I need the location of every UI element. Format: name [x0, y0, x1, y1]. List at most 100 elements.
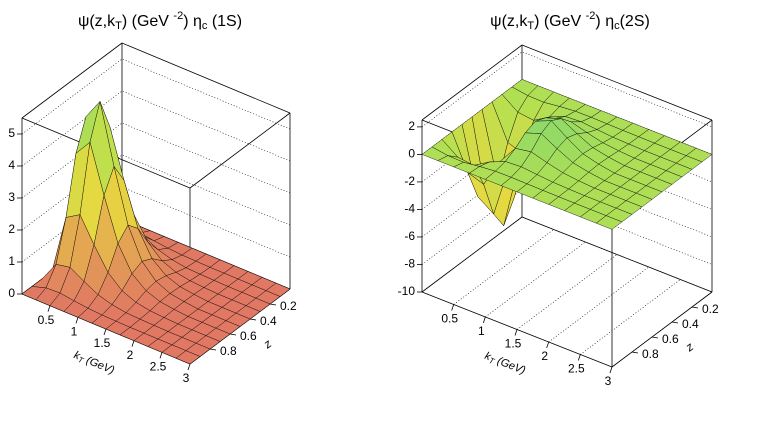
z-tick-label: 3: [8, 190, 15, 204]
x-tick-label: 2.5: [150, 360, 167, 374]
z-tick-label: 4: [8, 158, 15, 172]
z-tick-label: -10: [398, 284, 416, 298]
grid-line: [21, 154, 291, 231]
title-part: -2: [586, 10, 596, 22]
x-tick: [514, 329, 518, 336]
title-part: T: [115, 20, 122, 32]
y-tick: [671, 321, 679, 324]
x-tick: [451, 304, 455, 311]
y-axis-label: z: [260, 336, 274, 351]
x-axis-label: kT (GeV): [72, 349, 117, 378]
x-tick: [103, 328, 107, 336]
x-tick-label: 1: [478, 324, 485, 338]
z-tick-label: 0: [408, 147, 415, 161]
y-tick-label: 0.8: [642, 347, 659, 361]
grid-line: [421, 189, 713, 265]
y-tick: [249, 318, 257, 321]
grid-line: [21, 58, 291, 135]
z-tick-label: -6: [404, 229, 415, 243]
x-label-part: k: [483, 350, 493, 363]
y-tick-label: 0.2: [280, 299, 297, 313]
x-tick: [47, 305, 51, 312]
y-tick: [651, 336, 659, 339]
x-tick: [609, 366, 613, 374]
x-label-part: T: [488, 356, 497, 367]
chart-title: ψ(z,kT) (GeV -2) ηc(2S): [490, 10, 650, 32]
x-tick-label: 1: [71, 325, 78, 339]
z-tick-label: -2: [404, 174, 415, 188]
surface-cell: [175, 350, 201, 365]
title-part: ψ(z,k: [490, 13, 528, 30]
y-tick: [691, 306, 699, 309]
grid-line: [421, 161, 713, 238]
x-tick: [546, 341, 550, 349]
title-part: (1S): [207, 13, 242, 30]
y-tick: [269, 303, 277, 306]
y-axis-label: z: [682, 339, 696, 354]
title-part: -2: [173, 10, 183, 22]
y-tick: [229, 333, 237, 336]
grid-line: [516, 254, 618, 330]
y-tick: [631, 351, 639, 354]
x-label-part: k: [72, 349, 82, 362]
z-tick-label: 2: [408, 119, 415, 133]
box-edge: [611, 291, 713, 368]
y-tick: [209, 348, 217, 351]
x-tick-label: 2: [541, 349, 548, 363]
y-tick-label: 0.4: [260, 314, 277, 328]
x-tick-label: 0.5: [441, 312, 458, 326]
y-tick-label: 0.6: [240, 329, 257, 343]
title-part: ) η: [183, 13, 202, 30]
y-tick-label: 0.6: [662, 332, 679, 346]
y-tick-label: 0.8: [220, 344, 237, 358]
x-axis-label: kT (GeV): [482, 350, 527, 378]
z-tick-label: 2: [8, 222, 15, 236]
x-tick-label: 2: [127, 348, 134, 362]
y-tick-label: 0.4: [682, 317, 699, 331]
x-tick: [577, 354, 581, 361]
box-edge: [521, 44, 713, 121]
chart-title: ψ(z,kT) (GeV -2) ηc (1S): [78, 10, 242, 32]
z-tick-label: 1: [8, 254, 15, 268]
x-tick-label: 3: [605, 374, 612, 388]
title-part: ψ(z,k: [78, 13, 116, 30]
x-tick: [187, 363, 191, 371]
surface-cell: [595, 215, 623, 230]
grid-line: [485, 241, 586, 318]
x-tick-label: 1.5: [94, 336, 111, 350]
x-tick-label: 1.5: [505, 337, 522, 351]
x-label-part: T: [77, 355, 86, 366]
z-tick-label: 0: [8, 286, 15, 300]
grid-line: [421, 51, 713, 128]
grid-line: [548, 266, 649, 343]
title-part: ) (GeV: [534, 13, 586, 30]
x-tick: [131, 340, 135, 347]
x-tick-label: 2.5: [568, 362, 585, 376]
y-tick-label: 0.2: [702, 302, 719, 316]
grid-line: [453, 229, 554, 305]
box-edge: [121, 42, 291, 114]
x-label-part: (GeV): [82, 353, 117, 377]
title-part: ) (GeV: [122, 13, 174, 30]
x-tick: [159, 352, 163, 359]
title-part: c: [614, 20, 620, 32]
box-edge: [421, 44, 523, 121]
x-tick: [75, 317, 79, 324]
grid-line: [421, 216, 713, 293]
grid-line: [21, 90, 291, 167]
box-edge: [421, 216, 523, 293]
z-tick-label: -4: [404, 202, 415, 216]
title-part: ) η: [595, 13, 614, 30]
x-tick: [482, 316, 486, 324]
x-label-part: (GeV): [493, 354, 528, 377]
x-tick-label: 0.5: [38, 313, 55, 327]
z-tick-label: 5: [8, 126, 15, 140]
title-part: (2S): [620, 13, 650, 30]
title-part: c: [202, 20, 208, 32]
title-part: T: [527, 20, 534, 32]
box-edge: [189, 112, 291, 189]
box-edge: [21, 42, 123, 119]
grid-line: [21, 122, 291, 199]
grid-line: [21, 186, 291, 263]
